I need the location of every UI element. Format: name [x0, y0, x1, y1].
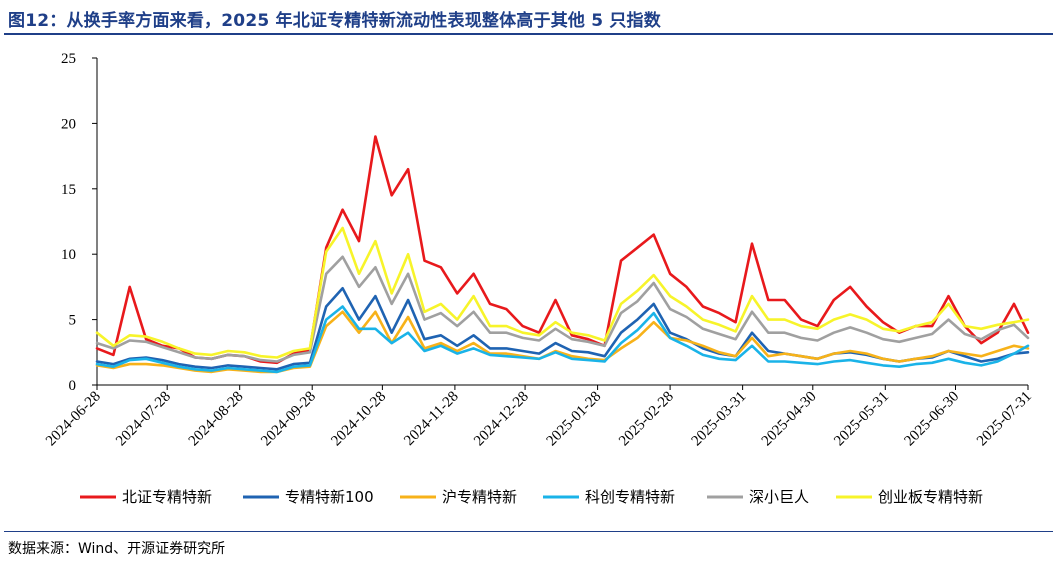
chart-title: 图12：从换手率方面来看，2025 年北证专精特新流动性表现整体高于其他 5 只… — [8, 11, 661, 31]
legend-label: 沪专精特新 — [442, 488, 517, 506]
y-tick-label: 25 — [61, 51, 76, 67]
x-tick-label: 2025-07-31 — [974, 389, 1035, 450]
y-tick-label: 15 — [61, 182, 76, 198]
legend-label: 北证专精特新 — [122, 488, 212, 506]
series-line-6 — [95, 226, 1030, 359]
series-line-5 — [95, 255, 1030, 363]
x-tick-label: 2024-09-28 — [258, 389, 319, 450]
chart-lines — [95, 135, 1030, 374]
x-tick-label: 2024-10-28 — [328, 389, 389, 450]
y-tick-label: 5 — [69, 313, 77, 329]
chart-axes: 0 5 10 15 20 25 2024-06-28 2024-07-28 2024-08-28… — [43, 51, 1035, 449]
x-tick-label: 2025-02-28 — [616, 389, 677, 450]
x-tick-label: 2024-08-28 — [186, 389, 247, 450]
y-tick-label: 0 — [69, 378, 77, 394]
x-tick-label: 2025-03-31 — [689, 389, 750, 450]
series-line-4 — [95, 305, 1030, 374]
x-tick-label: 2024-07-28 — [113, 389, 174, 450]
series-line-3 — [95, 310, 1030, 374]
footer-divider — [4, 531, 1053, 532]
y-tick-label: 20 — [61, 116, 76, 132]
chart-legend: 北证专精特新 专精特新100 沪专精特新 科创专精特新 深小巨人 创业板专精特新 — [80, 488, 983, 506]
legend-label: 专精特新100 — [285, 488, 374, 506]
legend-label: 创业板专精特新 — [878, 488, 983, 506]
x-tick-label: 2024-06-28 — [43, 389, 104, 450]
legend-label: 科创专精特新 — [585, 488, 675, 506]
x-tick-label: 2024-12-28 — [471, 389, 532, 450]
x-tick-label: 2025-04-30 — [759, 389, 820, 450]
line-chart: 0 5 10 15 20 25 2024-06-28 2024-07-28 2024-08-28… — [43, 51, 1035, 506]
legend-label: 深小巨人 — [749, 488, 809, 506]
title-divider — [4, 33, 1053, 35]
source-note: 数据来源：Wind、开源证券研究所 — [8, 541, 226, 557]
x-tick-label: 2025-01-28 — [544, 389, 605, 450]
y-tick-label: 10 — [61, 247, 76, 263]
x-tick-label: 2025-06-30 — [902, 389, 963, 450]
x-tick-label: 2024-11-28 — [401, 389, 461, 449]
x-tick-label: 2025-05-31 — [831, 389, 892, 450]
